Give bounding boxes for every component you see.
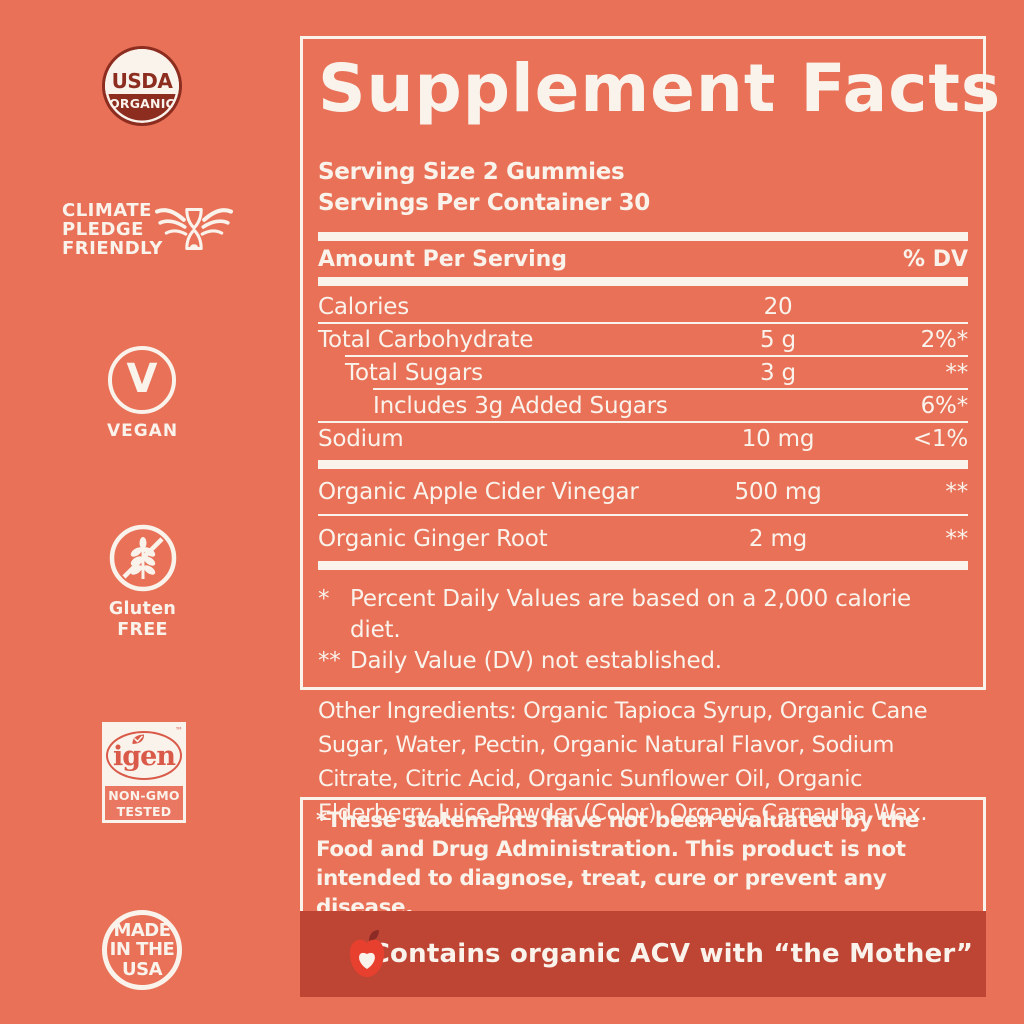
servings-per-container: Servings Per Container 30 bbox=[318, 190, 651, 216]
row-amount: 500 mg bbox=[734, 478, 822, 505]
apple-heart-icon bbox=[350, 930, 384, 977]
footnotes: * Percent Daily Values are based on a 2,… bbox=[318, 584, 968, 677]
table-row: Total Sugars 3 g ** bbox=[318, 357, 968, 388]
row-amount: 20 bbox=[763, 293, 793, 320]
table-row: Total Carbohydrate 5 g 2%* bbox=[318, 324, 968, 355]
table-row: Organic Ginger Root 2 mg ** bbox=[318, 516, 968, 561]
gluten-free-line2: FREE bbox=[117, 620, 168, 640]
divider-thick bbox=[318, 561, 968, 570]
serving-info: Serving Size 2 Gummies Servings Per Cont… bbox=[318, 157, 968, 219]
gluten-free-icon bbox=[108, 523, 178, 597]
vegan-label: VEGAN bbox=[106, 421, 179, 441]
divider-thin bbox=[373, 388, 968, 390]
serving-size: Serving Size 2 Gummies bbox=[318, 159, 625, 185]
vegan-v-letter: V bbox=[126, 356, 158, 402]
gluten-free-label: Gluten FREE bbox=[0, 599, 285, 641]
banner-text: Contains organic ACV with “the Mother” bbox=[370, 939, 974, 969]
row-name: Includes 3g Added Sugars bbox=[373, 392, 668, 419]
row-name: Organic Ginger Root bbox=[318, 525, 548, 552]
igen-logo: igen ™ bbox=[105, 725, 183, 786]
climate-pledge-friendly-label: CLIMATE PLEDGE FRIENDLY bbox=[62, 201, 163, 258]
table-row: Organic Apple Cider Vinegar 500 mg ** bbox=[318, 469, 968, 514]
usa-line3: USA bbox=[121, 958, 163, 980]
footnote: ** Daily Value (DV) not established. bbox=[318, 646, 968, 677]
nutrition-rows: Calories 20 Total Carbohydrate 5 g 2%* T… bbox=[318, 291, 968, 454]
row-amount: 10 mg bbox=[741, 425, 815, 452]
hourglass-wings-icon bbox=[155, 202, 234, 260]
igen-non-gmo-badge: igen ™ NON-GMO TESTED bbox=[102, 722, 186, 823]
usa-line2: IN THE bbox=[109, 939, 175, 961]
footnote-text: Percent Daily Values are based on a 2,00… bbox=[350, 586, 911, 643]
igen-brand-text: igen bbox=[113, 741, 176, 772]
non-gmo-tested-band: NON-GMO TESTED bbox=[105, 786, 183, 820]
climate-pledge-line2: PLEDGE bbox=[62, 219, 144, 240]
usda-badge-top-label: USDA bbox=[105, 49, 179, 94]
footnote-mark: * bbox=[318, 586, 330, 612]
divider-thick bbox=[318, 277, 968, 286]
divider-thin bbox=[318, 322, 968, 324]
usda-badge-bottom-label: ORGANIC bbox=[105, 94, 179, 123]
made-in-usa-badge: MADE IN THE USA bbox=[102, 910, 182, 990]
usa-line1: MADE bbox=[113, 919, 171, 941]
row-name: Organic Apple Cider Vinegar bbox=[318, 478, 639, 505]
row-dv: 6%* bbox=[920, 392, 969, 419]
row-dv: ** bbox=[945, 359, 968, 386]
row-dv: <1% bbox=[912, 425, 968, 452]
other-ingredients-text: Other Ingredients: Organic Tapioca Syrup… bbox=[318, 697, 928, 826]
gluten-free-line1: Gluten bbox=[108, 599, 177, 619]
divider-thick bbox=[318, 232, 968, 241]
tested-line: TESTED bbox=[116, 803, 172, 819]
divider-thin bbox=[318, 514, 968, 516]
climate-pledge-line3: FRIENDLY bbox=[62, 238, 163, 259]
row-dv: ** bbox=[945, 525, 968, 552]
table-row: Calories 20 bbox=[318, 291, 968, 322]
climate-pledge-line1: CLIMATE bbox=[62, 200, 152, 221]
igen-trademark: ™ bbox=[175, 726, 183, 735]
panel-title: Supplement Facts bbox=[318, 50, 1002, 127]
row-name: Sodium bbox=[318, 425, 404, 452]
percent-dv-header: % DV bbox=[903, 246, 968, 272]
footnote-mark: ** bbox=[318, 648, 341, 674]
table-header-row: Amount Per Serving % DV bbox=[318, 241, 968, 277]
row-amount: 2 mg bbox=[748, 525, 808, 552]
row-amount: 3 g bbox=[760, 359, 796, 386]
vegan-icon: V bbox=[108, 346, 176, 414]
row-amount: 5 g bbox=[760, 326, 796, 353]
footnote: * Percent Daily Values are based on a 2,… bbox=[318, 584, 968, 646]
table-row: Includes 3g Added Sugars 6%* bbox=[318, 390, 968, 421]
supplement-facts-panel: Supplement Facts Serving Size 2 Gummies … bbox=[300, 36, 1002, 690]
igen-oval-outline bbox=[106, 731, 182, 780]
usda-organic-icon: USDA ORGANIC bbox=[105, 49, 179, 123]
fda-disclaimer-box: *These statements have not been evaluate… bbox=[300, 797, 986, 931]
row-name: Total Sugars bbox=[345, 359, 483, 386]
footnote-text: Daily Value (DV) not established. bbox=[350, 648, 722, 674]
row-name: Total Carbohydrate bbox=[318, 326, 534, 353]
acv-mother-banner: Contains organic ACV with “the Mother” bbox=[300, 911, 986, 997]
non-gmo-line: NON-GMO bbox=[108, 788, 180, 803]
divider-thick bbox=[318, 460, 968, 469]
amount-per-serving-header: Amount Per Serving bbox=[318, 246, 568, 272]
row-dv: 2%* bbox=[920, 326, 969, 353]
divider-thin bbox=[345, 355, 968, 357]
row-dv: ** bbox=[945, 478, 968, 505]
table-row: Sodium 10 mg <1% bbox=[318, 423, 968, 454]
row-name: Calories bbox=[318, 293, 409, 320]
igen-leaf-check-icon bbox=[132, 734, 145, 744]
divider-thin bbox=[318, 421, 968, 423]
usda-organic-badge: USDA ORGANIC bbox=[102, 46, 182, 126]
